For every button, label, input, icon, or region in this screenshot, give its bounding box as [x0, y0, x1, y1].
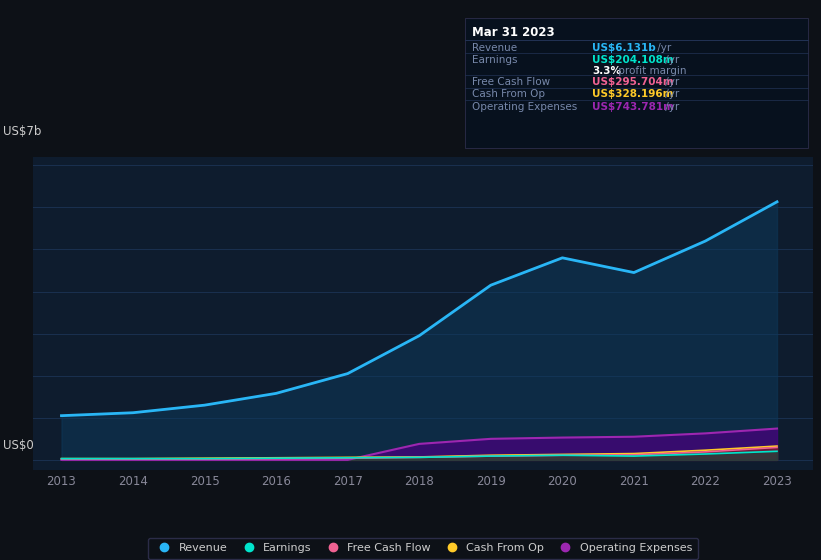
Text: Operating Expenses: Operating Expenses	[471, 102, 577, 112]
Text: US$6.131b: US$6.131b	[592, 43, 656, 53]
Text: US$0: US$0	[3, 438, 34, 451]
Text: Mar 31 2023: Mar 31 2023	[471, 26, 554, 39]
Text: /yr: /yr	[662, 102, 679, 112]
Text: US$295.704m: US$295.704m	[592, 77, 674, 87]
Text: 3.3%: 3.3%	[592, 66, 621, 76]
Text: /yr: /yr	[662, 77, 679, 87]
Text: US$7b: US$7b	[3, 125, 42, 138]
Text: /yr: /yr	[662, 90, 679, 100]
Text: /yr: /yr	[654, 43, 671, 53]
Legend: Revenue, Earnings, Free Cash Flow, Cash From Op, Operating Expenses: Revenue, Earnings, Free Cash Flow, Cash …	[148, 538, 698, 559]
Text: Cash From Op: Cash From Op	[471, 90, 544, 100]
Text: Revenue: Revenue	[471, 43, 516, 53]
Text: profit margin: profit margin	[615, 66, 686, 76]
Text: Free Cash Flow: Free Cash Flow	[471, 77, 550, 87]
Text: US$328.196m: US$328.196m	[592, 90, 674, 100]
Text: US$743.781m: US$743.781m	[592, 102, 674, 112]
Text: US$204.108m: US$204.108m	[592, 55, 674, 65]
Text: Earnings: Earnings	[471, 55, 517, 65]
Text: /yr: /yr	[662, 55, 679, 65]
